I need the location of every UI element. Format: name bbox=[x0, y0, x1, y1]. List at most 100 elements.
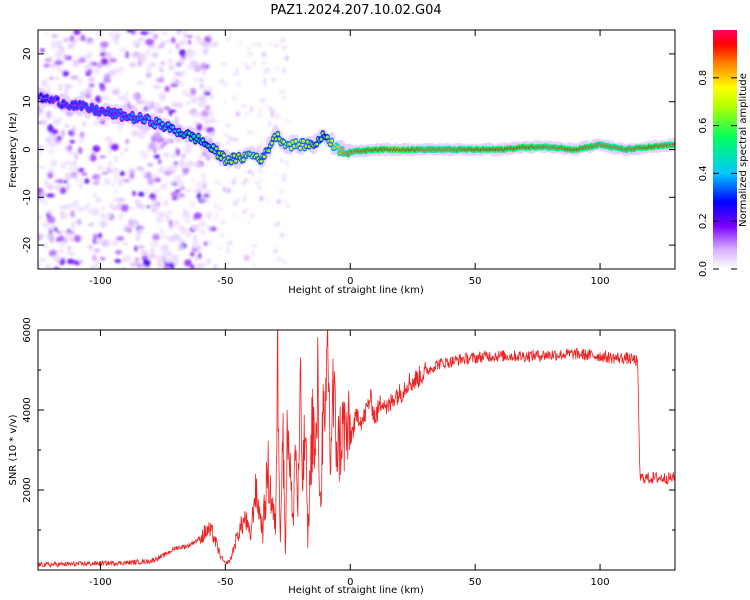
noise-blob bbox=[88, 77, 95, 82]
noise-blob bbox=[165, 251, 173, 257]
noise-blob bbox=[89, 39, 94, 45]
noise-blob bbox=[102, 171, 108, 175]
noise-blob bbox=[53, 227, 58, 232]
noise-blob bbox=[92, 120, 100, 126]
noise-blob bbox=[210, 118, 216, 124]
noise-blob bbox=[257, 109, 263, 112]
noise-blob bbox=[38, 233, 42, 241]
noise-blob bbox=[191, 242, 198, 249]
noise-blob bbox=[79, 131, 85, 139]
colorbar-tick-label: 0.4 bbox=[698, 165, 709, 181]
noise-blob bbox=[236, 112, 241, 117]
noise-blob bbox=[281, 260, 288, 264]
noise-blob bbox=[193, 212, 203, 220]
noise-blob bbox=[43, 200, 48, 205]
noise-blob bbox=[103, 178, 111, 186]
noise-blob bbox=[196, 192, 202, 199]
noise-blob bbox=[209, 42, 217, 48]
noise-blob bbox=[48, 148, 55, 154]
noise-blob bbox=[199, 220, 207, 227]
noise-blob bbox=[77, 147, 83, 155]
ridge-core bbox=[336, 145, 340, 149]
noise-blob bbox=[140, 153, 149, 159]
noise-blob bbox=[163, 106, 171, 110]
ridge-core bbox=[262, 155, 266, 159]
noise-blob bbox=[163, 152, 170, 157]
noise-blob bbox=[210, 94, 214, 101]
noise-blob bbox=[136, 55, 145, 60]
noise-blob bbox=[153, 105, 159, 114]
x-tick-label: 100 bbox=[591, 276, 610, 287]
noise-blob bbox=[242, 62, 248, 66]
noise-blob bbox=[247, 170, 253, 174]
noise-blob bbox=[232, 95, 238, 102]
noise-blob bbox=[199, 154, 203, 161]
noise-blob bbox=[86, 53, 92, 60]
noise-blob bbox=[44, 243, 48, 249]
noise-blob bbox=[200, 172, 206, 179]
snr-ticks: -100 -50 0 50 100 2000 4000 6000 bbox=[22, 317, 675, 588]
colorbar-ticks: 0.0 0.2 0.4 0.6 0.8 bbox=[698, 70, 737, 277]
ridge-core bbox=[319, 137, 323, 141]
noise-blob bbox=[67, 245, 72, 252]
noise-blob bbox=[88, 68, 93, 74]
noise-blob bbox=[118, 197, 125, 202]
noise-blob bbox=[150, 239, 159, 248]
noise-blob bbox=[134, 245, 138, 252]
noise-blob bbox=[168, 49, 172, 54]
noise-blob bbox=[55, 76, 60, 80]
noise-blob bbox=[111, 182, 116, 188]
noise-blob bbox=[228, 136, 234, 141]
noise-blob bbox=[202, 68, 206, 76]
noise-blob bbox=[67, 151, 76, 155]
noise-blob bbox=[114, 258, 122, 264]
noise-blob bbox=[206, 257, 211, 265]
noise-blob bbox=[226, 187, 231, 193]
noise-blob bbox=[272, 153, 276, 160]
noise-blob bbox=[205, 188, 211, 195]
noise-blob bbox=[158, 166, 165, 173]
noise-blob bbox=[279, 158, 284, 163]
noise-blob bbox=[181, 153, 187, 159]
snr-panel: -100 -50 0 50 100 2000 4000 6000 Height of stra… bbox=[8, 317, 676, 596]
noise-blob bbox=[46, 110, 52, 119]
noise-blob bbox=[38, 261, 42, 269]
noise-blob bbox=[157, 64, 164, 68]
noise-blob bbox=[178, 40, 185, 47]
noise-blob bbox=[203, 91, 211, 96]
noise-blob bbox=[277, 257, 282, 261]
noise-blob bbox=[193, 76, 199, 82]
noise-blob bbox=[250, 213, 255, 218]
noise-blob bbox=[78, 137, 85, 143]
noise-blob bbox=[66, 183, 70, 191]
noise-blob bbox=[165, 214, 170, 222]
noise-blob bbox=[96, 165, 105, 170]
noise-blob bbox=[263, 138, 266, 142]
noise-blob bbox=[159, 245, 167, 253]
noise-blob bbox=[175, 237, 183, 242]
noise-blob bbox=[251, 243, 258, 248]
noise-blob bbox=[74, 164, 79, 172]
ridge-core bbox=[79, 106, 84, 110]
noise-blob bbox=[38, 153, 42, 158]
noise-blob bbox=[66, 252, 76, 256]
noise-blob bbox=[251, 42, 258, 47]
noise-blob bbox=[107, 69, 116, 77]
noise-blob bbox=[175, 79, 179, 83]
y-tick-label: 6000 bbox=[22, 317, 33, 342]
noise-blob bbox=[44, 58, 52, 63]
noise-blob bbox=[146, 65, 151, 72]
noise-blob bbox=[120, 204, 129, 213]
noise-blob bbox=[259, 142, 264, 147]
noise-blob bbox=[119, 171, 125, 177]
noise-blob bbox=[282, 45, 287, 50]
noise-blob bbox=[281, 96, 287, 100]
noise-blob bbox=[217, 206, 223, 212]
noise-blob bbox=[66, 173, 71, 181]
noise-blob bbox=[206, 156, 211, 161]
noise-blob bbox=[143, 171, 148, 176]
noise-blob bbox=[209, 241, 213, 245]
noise-blob bbox=[115, 37, 119, 46]
noise-blob bbox=[202, 178, 207, 184]
